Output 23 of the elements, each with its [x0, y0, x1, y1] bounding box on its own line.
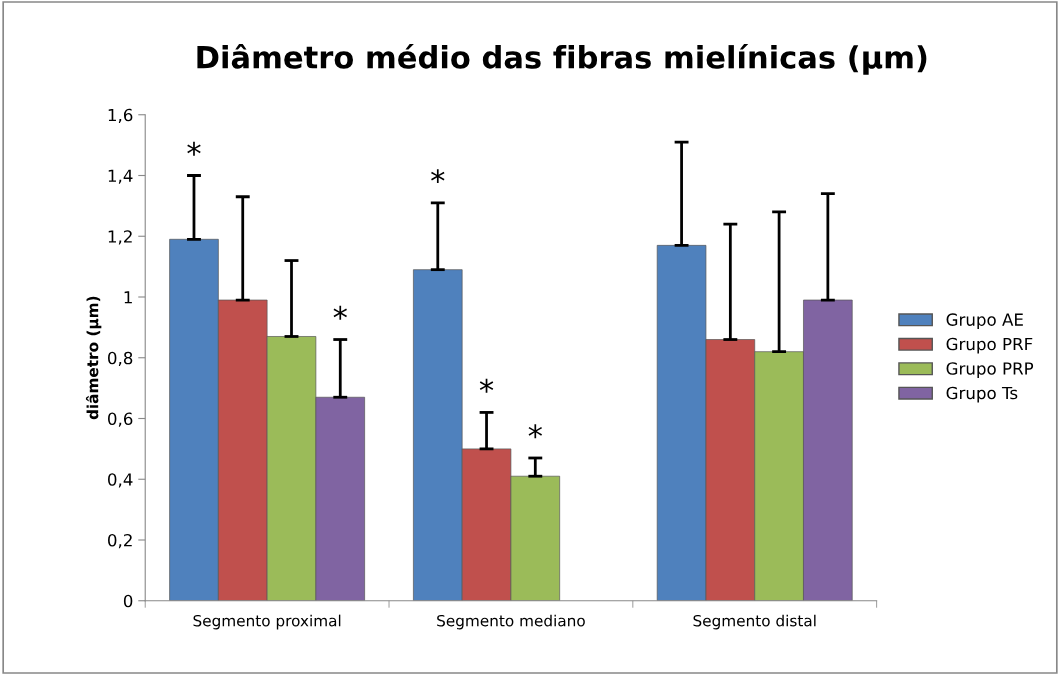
y-tick-label: 1,6: [108, 108, 133, 124]
annotation: *: [479, 378, 494, 393]
x-tick-label: Segmento proximal: [193, 614, 341, 630]
y-tick-label: 0,4: [108, 473, 133, 488]
chart-title: Diâmetro médio das fibras mielínicas (µm): [197, 43, 927, 75]
legend-label: Grupo PRP: [946, 362, 1034, 379]
legend-label: Grupo Ts: [946, 386, 1018, 403]
annotation: *: [528, 424, 543, 439]
annotation: *: [187, 141, 201, 156]
y-tick-label: 0,8: [108, 351, 133, 367]
y-tick-label: 0,6: [108, 412, 133, 427]
y-tick-label: 1,4: [108, 169, 133, 184]
x-tick-label: Segmento distal: [693, 614, 816, 630]
legend-label: Grupo AE: [946, 313, 1023, 330]
y-tick-label: 0,2: [108, 533, 132, 549]
y-tick-label: 0: [123, 594, 133, 608]
x-tick-label: Segmento mediano: [437, 614, 585, 630]
annotation: *: [431, 169, 445, 184]
annotation: *: [333, 305, 347, 320]
legend-label: Grupo PRF: [946, 337, 1033, 354]
y-tick-label: 1: [124, 291, 132, 304]
y-tick-label: 1,2: [108, 230, 132, 245]
y-axis-title: diâmetro (µm): [85, 296, 102, 420]
